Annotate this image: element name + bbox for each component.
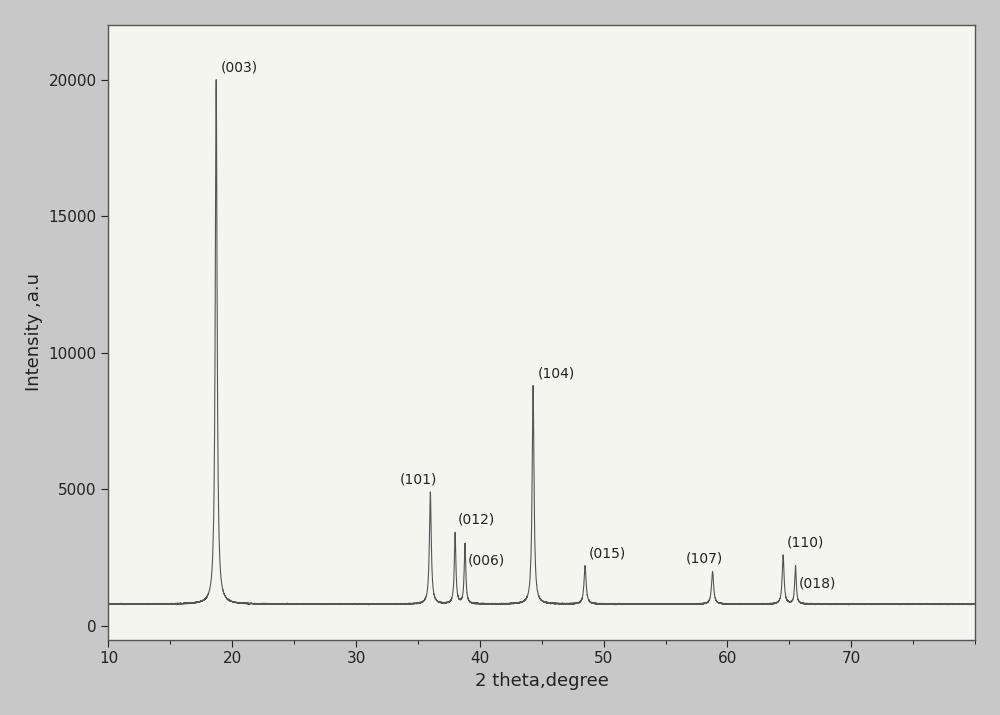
Y-axis label: Intensity ,a.u: Intensity ,a.u [25, 273, 43, 391]
X-axis label: 2 theta,degree: 2 theta,degree [475, 672, 609, 690]
Text: (104): (104) [538, 366, 575, 380]
Text: (015): (015) [589, 546, 626, 560]
Text: (003): (003) [221, 60, 258, 74]
Text: (012): (012) [458, 513, 495, 527]
Text: (006): (006) [467, 554, 505, 568]
Text: (101): (101) [399, 473, 437, 487]
Text: (018): (018) [799, 576, 837, 590]
Text: (110): (110) [787, 536, 824, 549]
Text: (107): (107) [685, 552, 723, 566]
